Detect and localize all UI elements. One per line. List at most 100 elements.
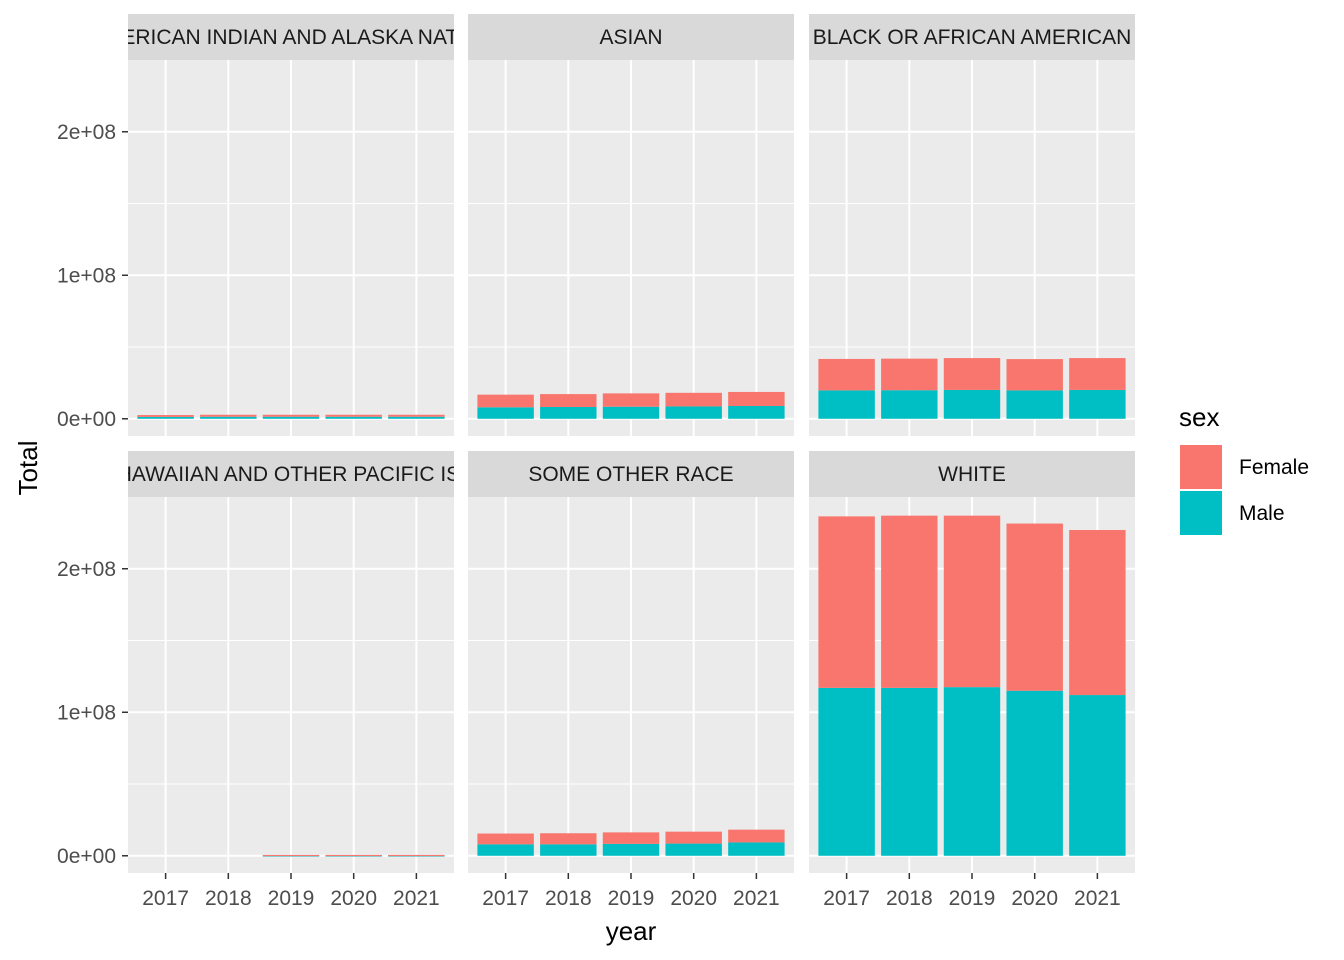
bar-female-2018	[540, 833, 597, 845]
y-tick-label: 0e+00	[57, 408, 116, 431]
bar-female-2019	[262, 414, 320, 417]
facet-strip-label: BLACK OR AFRICAN AMERICAN	[813, 26, 1132, 49]
facet-panel: SOME OTHER RACE	[468, 451, 794, 873]
facet-strip-label: AMERICAN INDIAN AND ALASKA NATIVE	[90, 26, 492, 49]
bar-female-2017	[818, 358, 875, 391]
bar-male-2017	[477, 407, 534, 419]
facet-strip-label: WHITE	[938, 463, 1006, 486]
facet-strip	[468, 451, 794, 497]
bar-male-2021	[1069, 389, 1126, 419]
x-tick-label: 2017	[823, 887, 870, 910]
y-axis: 0e+00 1e+08 2e+08 0e+00 1e+08 2e+08	[57, 121, 128, 868]
bar-female-2019	[602, 393, 660, 407]
x-tick-label: 2019	[949, 887, 996, 910]
y-tick-label: 2e+08	[57, 121, 116, 144]
bar-male-2017	[137, 416, 194, 419]
y-tick-label: 0e+00	[57, 845, 116, 868]
facet-panel: AMERICAN INDIAN AND ALASKA NATIVE	[90, 14, 492, 436]
x-tick-label: 2021	[393, 887, 440, 910]
bar-male-2020	[665, 843, 722, 856]
y-axis-title: Total	[13, 441, 43, 496]
bar-male-2020	[325, 416, 382, 419]
bar-female-2017	[477, 833, 534, 845]
bar-female-2020	[1006, 359, 1063, 391]
facet-panel: BLACK OR AFRICAN AMERICAN	[809, 14, 1135, 436]
bar-male-2019	[602, 406, 660, 419]
legend-label-female: Female	[1239, 456, 1309, 479]
x-tick-label: 2021	[733, 887, 780, 910]
y-tick-label: 1e+08	[57, 264, 116, 287]
bar-male-2018	[881, 687, 938, 856]
bar-male-2021	[728, 406, 785, 419]
bar-female-2017	[477, 394, 534, 408]
x-tick-label: 2019	[268, 887, 315, 910]
bar-female-2018	[881, 358, 938, 391]
bar-male-2021	[1069, 695, 1126, 856]
facet-strip-label: NATIVE HAWAIIAN AND OTHER PACIFIC ISLAND…	[37, 463, 546, 486]
bar-male-2020	[1006, 390, 1063, 419]
bar-female-2017	[137, 415, 194, 417]
facet-strip	[128, 451, 454, 497]
chart-panels: AMERICAN INDIAN AND ALASKA NATIVE ASIAN BL…	[37, 14, 1135, 873]
bar-female-2018	[540, 394, 597, 408]
facet-strip	[128, 14, 454, 60]
facet-strip-label: ASIAN	[599, 26, 662, 49]
bar-male-2018	[540, 407, 597, 419]
x-tick-label: 2020	[1011, 887, 1058, 910]
y-tick-label: 1e+08	[57, 701, 116, 724]
bar-female-2021	[1069, 530, 1126, 696]
x-tick-label: 2018	[545, 887, 592, 910]
x-tick-label: 2020	[330, 887, 377, 910]
facet-panel: ASIAN	[468, 14, 794, 436]
bar-female-2021	[388, 414, 445, 417]
bar-female-2019	[943, 358, 1001, 390]
bar-female-2018	[881, 515, 938, 688]
bar-male-2021	[388, 416, 445, 419]
bar-male-2019	[943, 687, 1001, 856]
x-axis: 2017 2018 2019 2020 2021 2017 2018 2019 2020 2021…	[142, 873, 1121, 910]
facet-strip-label: SOME OTHER RACE	[528, 463, 733, 486]
x-tick-label: 2017	[482, 887, 529, 910]
facet-panel: WHITE	[809, 451, 1135, 873]
legend-title: sex	[1179, 402, 1219, 432]
bar-female-2020	[665, 392, 722, 407]
bar-male-2017	[818, 390, 875, 419]
x-tick-label: 2020	[670, 887, 717, 910]
bar-female-2017	[818, 516, 875, 688]
bar-female-2020	[1006, 523, 1063, 691]
y-tick-label: 2e+08	[57, 558, 116, 581]
x-axis-title: year	[606, 916, 657, 946]
bar-male-2018	[881, 390, 938, 419]
bar-female-2019	[602, 832, 660, 844]
facet-panel: NATIVE HAWAIIAN AND OTHER PACIFIC ISLAND…	[37, 451, 546, 873]
bar-female-2021	[1069, 358, 1126, 390]
facet-strip	[468, 14, 794, 60]
x-tick-label: 2018	[886, 887, 933, 910]
bar-female-2018	[200, 414, 257, 417]
bar-female-2021	[728, 391, 785, 407]
x-tick-label: 2019	[608, 887, 655, 910]
bar-male-2018	[200, 416, 257, 419]
bar-female-2020	[325, 854, 382, 857]
bar-male-2017	[477, 844, 534, 856]
x-tick-label: 2021	[1074, 887, 1121, 910]
bar-female-2019	[943, 515, 1001, 688]
bar-male-2019	[943, 389, 1001, 419]
bar-male-2020	[665, 406, 722, 419]
bar-male-2019	[602, 843, 660, 856]
bar-male-2018	[540, 844, 597, 856]
bar-female-2021	[728, 829, 785, 843]
bar-male-2017	[818, 687, 875, 856]
x-tick-label: 2017	[142, 887, 189, 910]
bar-male-2019	[262, 416, 320, 419]
bar-female-2020	[325, 414, 382, 417]
legend-key-female	[1178, 443, 1224, 491]
bar-female-2020	[665, 831, 722, 844]
facet-strip	[809, 451, 1135, 497]
bar-female-2021	[388, 854, 445, 857]
legend-label-male: Male	[1239, 502, 1285, 525]
bar-male-2021	[728, 842, 785, 856]
facet-strip	[809, 14, 1135, 60]
x-tick-label: 2018	[205, 887, 252, 910]
